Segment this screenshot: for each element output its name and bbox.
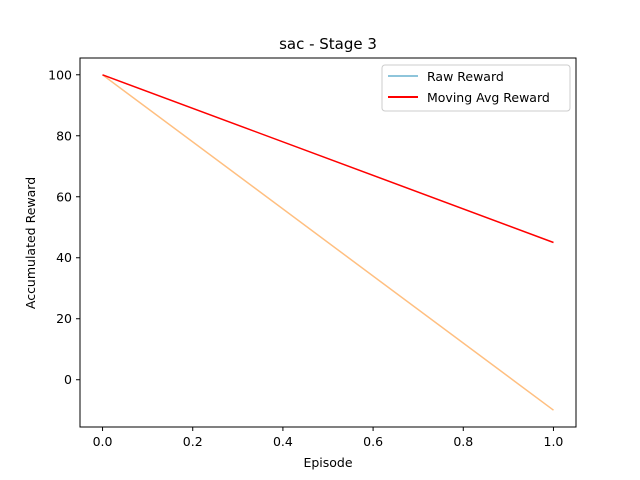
x-tick-label: 0.0 <box>93 434 113 449</box>
x-tick-label: 0.4 <box>273 434 293 449</box>
chart-title: sac - Stage 3 <box>279 35 377 53</box>
y-tick-label: 60 <box>56 189 72 204</box>
legend-box <box>381 64 571 112</box>
y-tick-label: 20 <box>56 311 72 326</box>
x-tick-label: 0.6 <box>363 434 383 449</box>
x-tick-label: 0.8 <box>453 434 473 449</box>
y-axis-title: Accumulated Reward <box>23 177 38 309</box>
x-tick-label: 1.0 <box>544 434 564 449</box>
series-line-1 <box>102 74 554 244</box>
y-tick-label: 40 <box>56 250 72 265</box>
series-line-0 <box>102 74 554 411</box>
legend: Raw Reward Moving Avg Reward <box>381 64 571 112</box>
y-tick-label: 80 <box>56 128 72 143</box>
x-axis: 0.0 0.2 0.4 0.6 0.8 1.0 <box>93 427 564 449</box>
legend-label-raw-reward: Raw Reward <box>427 69 504 84</box>
plot-area <box>102 74 554 411</box>
y-tick-label: 100 <box>48 67 72 82</box>
x-axis-title: Episode <box>303 455 352 470</box>
y-tick-label: 0 <box>64 372 72 387</box>
y-axis: 0 20 40 60 80 100 <box>48 67 80 387</box>
legend-label-moving-avg-reward: Moving Avg Reward <box>427 90 550 105</box>
x-tick-label: 0.2 <box>183 434 203 449</box>
axes-frame <box>79 57 577 428</box>
